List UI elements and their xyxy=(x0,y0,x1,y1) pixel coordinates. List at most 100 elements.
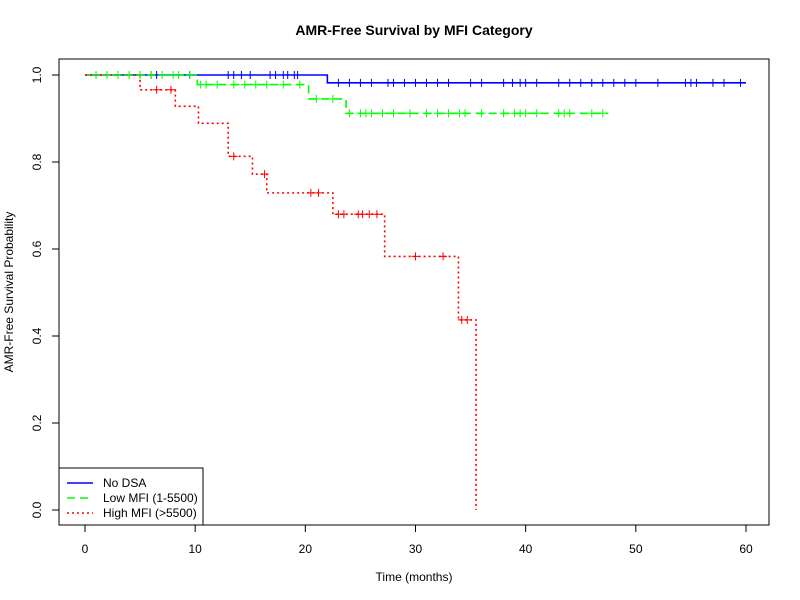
censor-mark-no-dsa xyxy=(532,78,541,87)
censor-mark-no-dsa xyxy=(345,78,354,87)
censor-mark-no-dsa xyxy=(466,78,475,87)
censor-mark-low-mfi-1-5500 xyxy=(532,109,541,118)
censor-mark-high-mfi-5500 xyxy=(439,252,448,261)
censor-mark-no-dsa xyxy=(565,78,574,87)
censor-mark-low-mfi-1-5500 xyxy=(202,80,211,89)
x-tick-label: 40 xyxy=(519,542,533,556)
censor-mark-no-dsa xyxy=(508,78,517,87)
censor-mark-low-mfi-1-5500 xyxy=(295,80,304,89)
censor-mark-low-mfi-1-5500 xyxy=(499,109,508,118)
censor-mark-high-mfi-5500 xyxy=(339,210,348,219)
censor-mark-low-mfi-1-5500 xyxy=(229,80,238,89)
censor-mark-low-mfi-1-5500 xyxy=(92,71,101,79)
x-axis-label: Time (months) xyxy=(376,570,453,584)
censor-mark-high-mfi-5500 xyxy=(166,85,175,94)
censor-mark-high-mfi-5500 xyxy=(306,188,315,197)
censor-mark-low-mfi-1-5500 xyxy=(251,80,260,89)
censor-mark-no-dsa xyxy=(598,78,607,87)
censor-mark-no-dsa xyxy=(692,78,701,87)
censor-mark-no-dsa xyxy=(609,78,618,87)
y-tick-label: 1.0 xyxy=(30,66,44,83)
censor-mark-no-dsa xyxy=(576,78,585,87)
y-axis-label: AMR-Free Survival Probability xyxy=(2,212,16,373)
censor-mark-no-dsa xyxy=(229,71,238,79)
censor-mark-low-mfi-1-5500 xyxy=(444,109,453,118)
censor-mark-low-mfi-1-5500 xyxy=(433,109,442,118)
legend-box xyxy=(58,467,204,526)
x-axis: 0 10 20 30 40 50 60 xyxy=(82,524,753,556)
censor-mark-low-mfi-1-5500 xyxy=(378,109,387,118)
y-tick-label: 0.6 xyxy=(30,240,44,257)
censor-mark-high-mfi-5500 xyxy=(152,85,161,94)
censor-mark-no-dsa xyxy=(708,78,717,87)
censor-mark-low-mfi-1-5500 xyxy=(345,109,354,118)
x-tick-label: 30 xyxy=(409,542,423,556)
censor-mark-no-dsa xyxy=(620,78,629,87)
censor-mark-low-mfi-1-5500 xyxy=(328,94,337,103)
censor-mark-no-dsa xyxy=(246,71,255,79)
x-tick-label: 50 xyxy=(629,542,643,556)
censor-mark-low-mfi-1-5500 xyxy=(174,71,183,79)
censor-mark-no-dsa xyxy=(736,78,745,87)
y-tick-label: 0.0 xyxy=(30,501,44,518)
censor-mark-low-mfi-1-5500 xyxy=(422,109,431,118)
chart-title: AMR-Free Survival by MFI Category xyxy=(295,22,532,38)
censor-mark-no-dsa xyxy=(400,78,409,87)
censor-mark-high-mfi-5500 xyxy=(314,188,323,197)
censor-mark-no-dsa xyxy=(293,71,302,79)
censor-mark-low-mfi-1-5500 xyxy=(598,109,607,118)
plot-frame xyxy=(58,58,770,526)
censor-mark-low-mfi-1-5500 xyxy=(213,80,222,89)
censor-mark-low-mfi-1-5500 xyxy=(147,71,156,79)
censor-mark-low-mfi-1-5500 xyxy=(461,109,470,118)
censor-mark-low-mfi-1-5500 xyxy=(262,80,271,89)
censor-mark-no-dsa xyxy=(271,71,280,79)
survival-curves xyxy=(85,74,746,510)
legend-label: High MFI (>5500) xyxy=(103,506,197,520)
x-tick-label: 10 xyxy=(188,542,202,556)
censor-mark-low-mfi-1-5500 xyxy=(587,109,596,118)
censor-mark-low-mfi-1-5500 xyxy=(367,109,376,118)
censor-mark-high-mfi-5500 xyxy=(411,252,420,261)
x-tick-label: 20 xyxy=(299,542,313,556)
censor-mark-low-mfi-1-5500 xyxy=(125,71,134,79)
censor-mark-low-mfi-1-5500 xyxy=(136,71,145,79)
legend-label: No DSA xyxy=(103,476,146,490)
censor-mark-no-dsa xyxy=(237,71,246,79)
censor-mark-high-mfi-5500 xyxy=(463,315,472,324)
legend-label: Low MFI (1-5500) xyxy=(103,491,198,505)
curve-low-mfi-1-5500 xyxy=(85,74,609,115)
censor-mark-low-mfi-1-5500 xyxy=(114,71,123,79)
censor-mark-low-mfi-1-5500 xyxy=(521,109,530,118)
censor-mark-no-dsa xyxy=(499,78,508,87)
censor-mark-no-dsa xyxy=(444,78,453,87)
censor-marks xyxy=(92,71,745,324)
censor-mark-no-dsa xyxy=(719,78,728,87)
x-tick-label: 60 xyxy=(739,542,753,556)
censor-mark-low-mfi-1-5500 xyxy=(312,94,321,103)
censor-mark-no-dsa xyxy=(411,78,420,87)
censor-mark-high-mfi-5500 xyxy=(372,210,381,219)
censor-mark-low-mfi-1-5500 xyxy=(405,109,414,118)
y-tick-label: 0.8 xyxy=(30,153,44,170)
censor-mark-no-dsa xyxy=(367,78,376,87)
censor-mark-high-mfi-5500 xyxy=(260,170,269,179)
censor-mark-high-mfi-5500 xyxy=(229,152,238,161)
censor-mark-low-mfi-1-5500 xyxy=(565,109,574,118)
y-axis: 0.0 0.2 0.4 0.6 0.8 1.0 xyxy=(30,66,60,518)
censor-mark-low-mfi-1-5500 xyxy=(477,109,486,118)
censor-mark-no-dsa xyxy=(631,78,640,87)
censor-mark-high-mfi-5500 xyxy=(365,210,374,219)
censor-mark-no-dsa xyxy=(433,78,442,87)
censor-mark-low-mfi-1-5500 xyxy=(158,71,167,79)
censor-mark-low-mfi-1-5500 xyxy=(389,109,398,118)
censor-mark-no-dsa xyxy=(477,78,486,87)
censor-mark-no-dsa xyxy=(521,78,530,87)
censor-mark-low-mfi-1-5500 xyxy=(279,80,288,89)
censor-mark-low-mfi-1-5500 xyxy=(185,71,194,79)
censor-mark-no-dsa xyxy=(389,78,398,87)
censor-mark-no-dsa xyxy=(356,78,365,87)
curve-high-mfi-5500 xyxy=(85,74,477,510)
